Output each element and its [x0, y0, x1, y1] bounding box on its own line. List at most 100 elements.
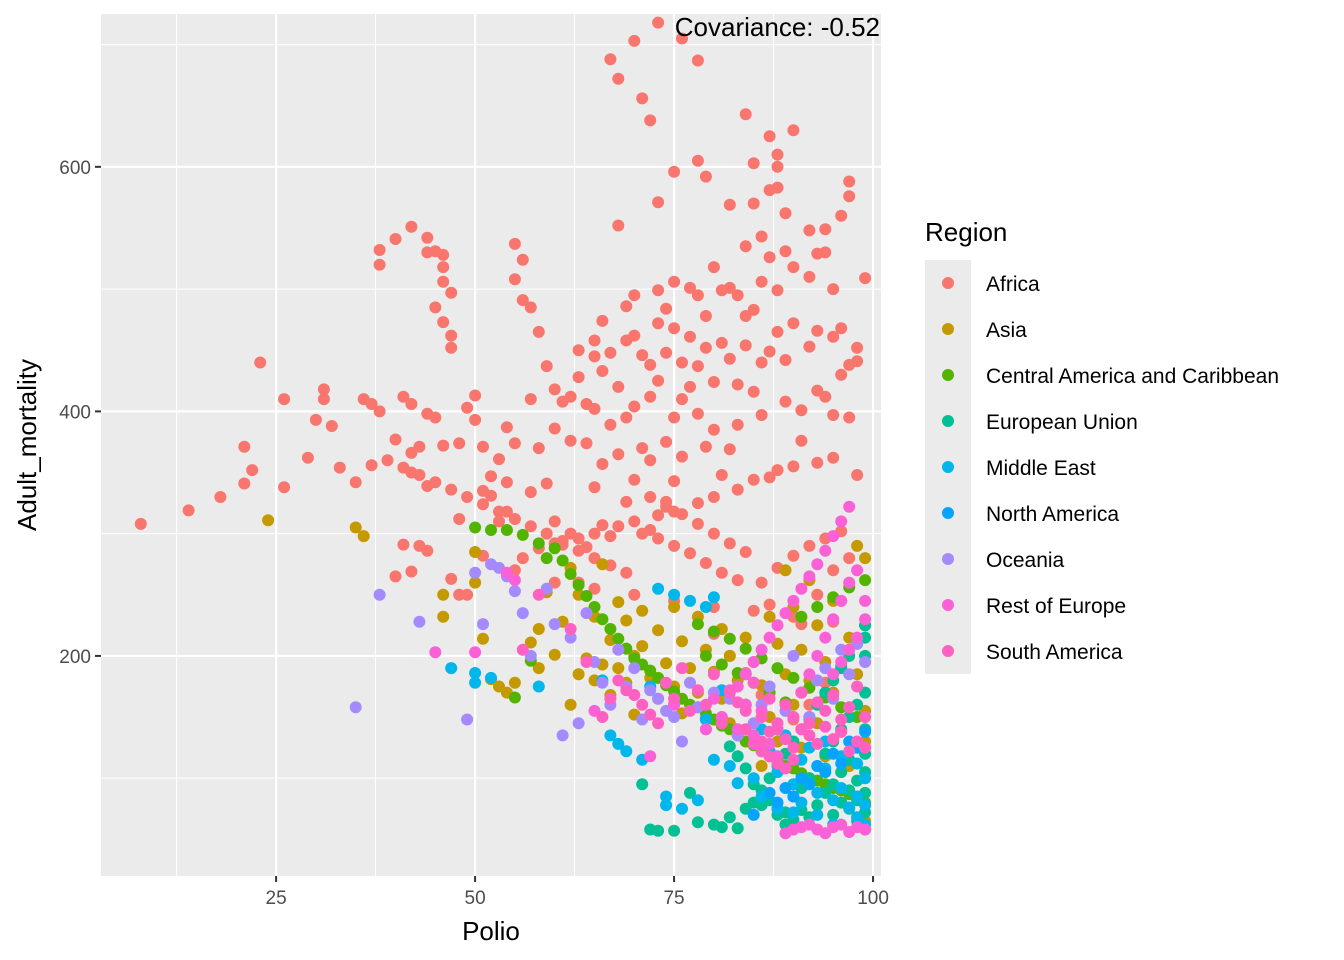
point-middle-east: [827, 794, 840, 807]
point-european-union: [684, 786, 696, 799]
point-central-america-and-caribbean: [699, 649, 712, 662]
point-africa: [699, 341, 712, 354]
point-africa: [524, 301, 537, 314]
legend-key-rest-of-europe: [942, 599, 954, 611]
point-oceania: [373, 588, 386, 601]
point-africa: [676, 356, 688, 369]
point-middle-east: [707, 753, 720, 766]
point-africa: [604, 53, 617, 66]
point-africa: [333, 461, 346, 474]
point-africa: [644, 491, 657, 503]
point-africa: [803, 270, 816, 283]
point-asia: [469, 546, 482, 558]
point-africa: [628, 473, 641, 486]
legend-label-asia: Asia: [986, 319, 1027, 342]
point-africa: [691, 289, 704, 302]
point-africa: [851, 341, 864, 354]
point-africa: [604, 346, 617, 359]
point-oceania: [477, 618, 489, 631]
point-africa: [596, 314, 609, 327]
point-north-america: [779, 782, 792, 794]
point-africa: [485, 489, 497, 502]
point-africa: [421, 544, 434, 557]
point-north-america: [859, 725, 872, 738]
point-africa: [572, 544, 585, 557]
point-africa: [461, 401, 474, 414]
point-africa: [795, 434, 808, 447]
point-africa: [453, 513, 466, 525]
point-rest-of-europe: [835, 594, 848, 607]
point-south-america: [803, 729, 816, 742]
point-south-america: [811, 737, 824, 750]
point-rest-of-europe: [508, 574, 521, 587]
point-africa: [381, 454, 394, 467]
point-european-union: [668, 824, 681, 837]
point-africa: [707, 491, 720, 503]
point-africa: [843, 175, 856, 188]
point-africa: [787, 261, 800, 274]
point-africa: [763, 130, 776, 143]
point-africa: [819, 246, 832, 259]
legend-items: Africa Asia Central America and Caribbean E…: [942, 273, 1279, 664]
point-middle-east: [691, 794, 704, 807]
point-africa: [676, 393, 688, 406]
point-africa: [652, 532, 665, 545]
point-south-america: [747, 676, 760, 689]
legend-label-north-america: North America: [986, 503, 1119, 526]
point-africa: [540, 477, 553, 490]
legend-key-middle-east: [942, 461, 954, 473]
point-asia: [620, 614, 633, 627]
point-africa: [731, 418, 744, 431]
point-central-america-and-caribbean: [469, 521, 482, 534]
point-africa: [668, 165, 681, 178]
point-africa: [365, 459, 378, 472]
point-africa: [723, 281, 736, 294]
point-africa: [508, 237, 521, 250]
point-africa: [628, 34, 641, 47]
point-middle-east: [851, 811, 864, 824]
point-africa: [445, 483, 458, 496]
point-africa: [508, 437, 521, 450]
point-rest-of-europe: [859, 823, 872, 836]
point-north-america: [747, 808, 760, 821]
x-tick-label: 100: [857, 888, 889, 909]
point-africa: [628, 515, 641, 528]
point-africa: [429, 411, 442, 424]
point-africa: [747, 303, 760, 316]
point-asia: [723, 649, 736, 662]
x-tick-label: 50: [465, 888, 486, 909]
point-africa: [572, 532, 585, 545]
point-asia: [636, 604, 649, 617]
point-africa: [564, 390, 577, 403]
point-asia: [668, 601, 681, 613]
point-middle-east: [843, 801, 856, 814]
y-tick-label: 200: [59, 647, 91, 668]
point-middle-east: [699, 601, 712, 613]
point-africa: [485, 470, 497, 483]
point-european-union: [731, 750, 744, 763]
point-africa: [684, 380, 696, 393]
point-africa: [556, 535, 569, 547]
point-africa: [596, 519, 609, 532]
point-north-america: [827, 747, 840, 760]
point-rest-of-europe: [500, 566, 513, 579]
point-asia: [262, 514, 275, 527]
point-middle-east: [660, 790, 673, 803]
point-south-america: [707, 668, 720, 681]
point-south-america: [755, 711, 768, 723]
point-middle-east: [604, 729, 617, 742]
point-central-america-and-caribbean: [564, 568, 577, 580]
point-rest-of-europe: [771, 619, 784, 632]
point-asia: [564, 698, 577, 711]
x-tick-label: 75: [663, 888, 684, 909]
point-africa: [652, 284, 665, 297]
point-africa: [684, 281, 696, 294]
point-middle-east: [620, 745, 633, 758]
point-africa: [182, 504, 195, 517]
point-rest-of-europe: [827, 668, 840, 681]
point-africa: [349, 476, 362, 489]
point-africa: [731, 378, 744, 391]
point-south-america: [779, 733, 792, 746]
point-middle-east: [652, 582, 665, 595]
